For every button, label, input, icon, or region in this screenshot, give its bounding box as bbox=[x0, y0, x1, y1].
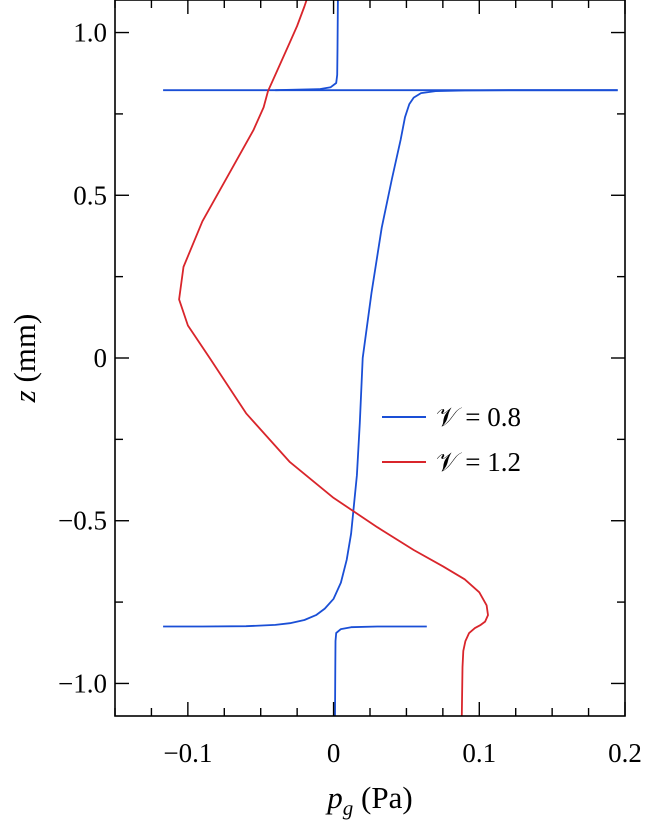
x-tick-label: 0.2 bbox=[608, 738, 642, 768]
y-axis-label: z (mm) bbox=[7, 314, 42, 404]
x-axis-label: pg (Pa) bbox=[325, 780, 412, 820]
legend-label-1: 𝒱 = 1.2 bbox=[436, 447, 521, 477]
y-tick-label: −1.0 bbox=[58, 668, 107, 698]
x-axis-unit: (Pa) bbox=[353, 780, 412, 815]
legend-label-0: 𝒱 = 0.8 bbox=[436, 402, 521, 432]
legend: 𝒱 = 0.8 𝒱 = 1.2 bbox=[382, 402, 521, 477]
x-tick-labels: −0.1 0 0.1 0.2 bbox=[163, 738, 642, 768]
y-tick-label: 0 bbox=[94, 343, 108, 373]
plot-frame bbox=[114, 0, 626, 717]
series-0-line-segment-1 bbox=[163, 89, 618, 628]
x-axis-sub: g bbox=[343, 796, 354, 820]
x-tick-label: 0 bbox=[327, 738, 341, 768]
series-layer bbox=[163, 0, 618, 716]
y-tick-label: 1.0 bbox=[73, 18, 107, 48]
y-tick-labels: −1.0 −0.5 0 0.5 1.0 bbox=[58, 18, 107, 699]
y-tick-label: −0.5 bbox=[58, 506, 107, 536]
ticks-layer bbox=[114, 0, 626, 716]
series-1-line-segment-0 bbox=[178, 0, 489, 716]
x-axis-var: p bbox=[325, 780, 343, 815]
y-axis-unit: (mm) bbox=[7, 314, 42, 391]
y-axis-var: z bbox=[7, 390, 42, 403]
x-tick-label: −0.1 bbox=[163, 738, 212, 768]
series-0-line-segment-0 bbox=[334, 625, 427, 716]
series-0-line-segment-3 bbox=[275, 0, 339, 92]
x-tick-label: 0.1 bbox=[462, 738, 496, 768]
y-tick-label: 0.5 bbox=[73, 180, 107, 210]
